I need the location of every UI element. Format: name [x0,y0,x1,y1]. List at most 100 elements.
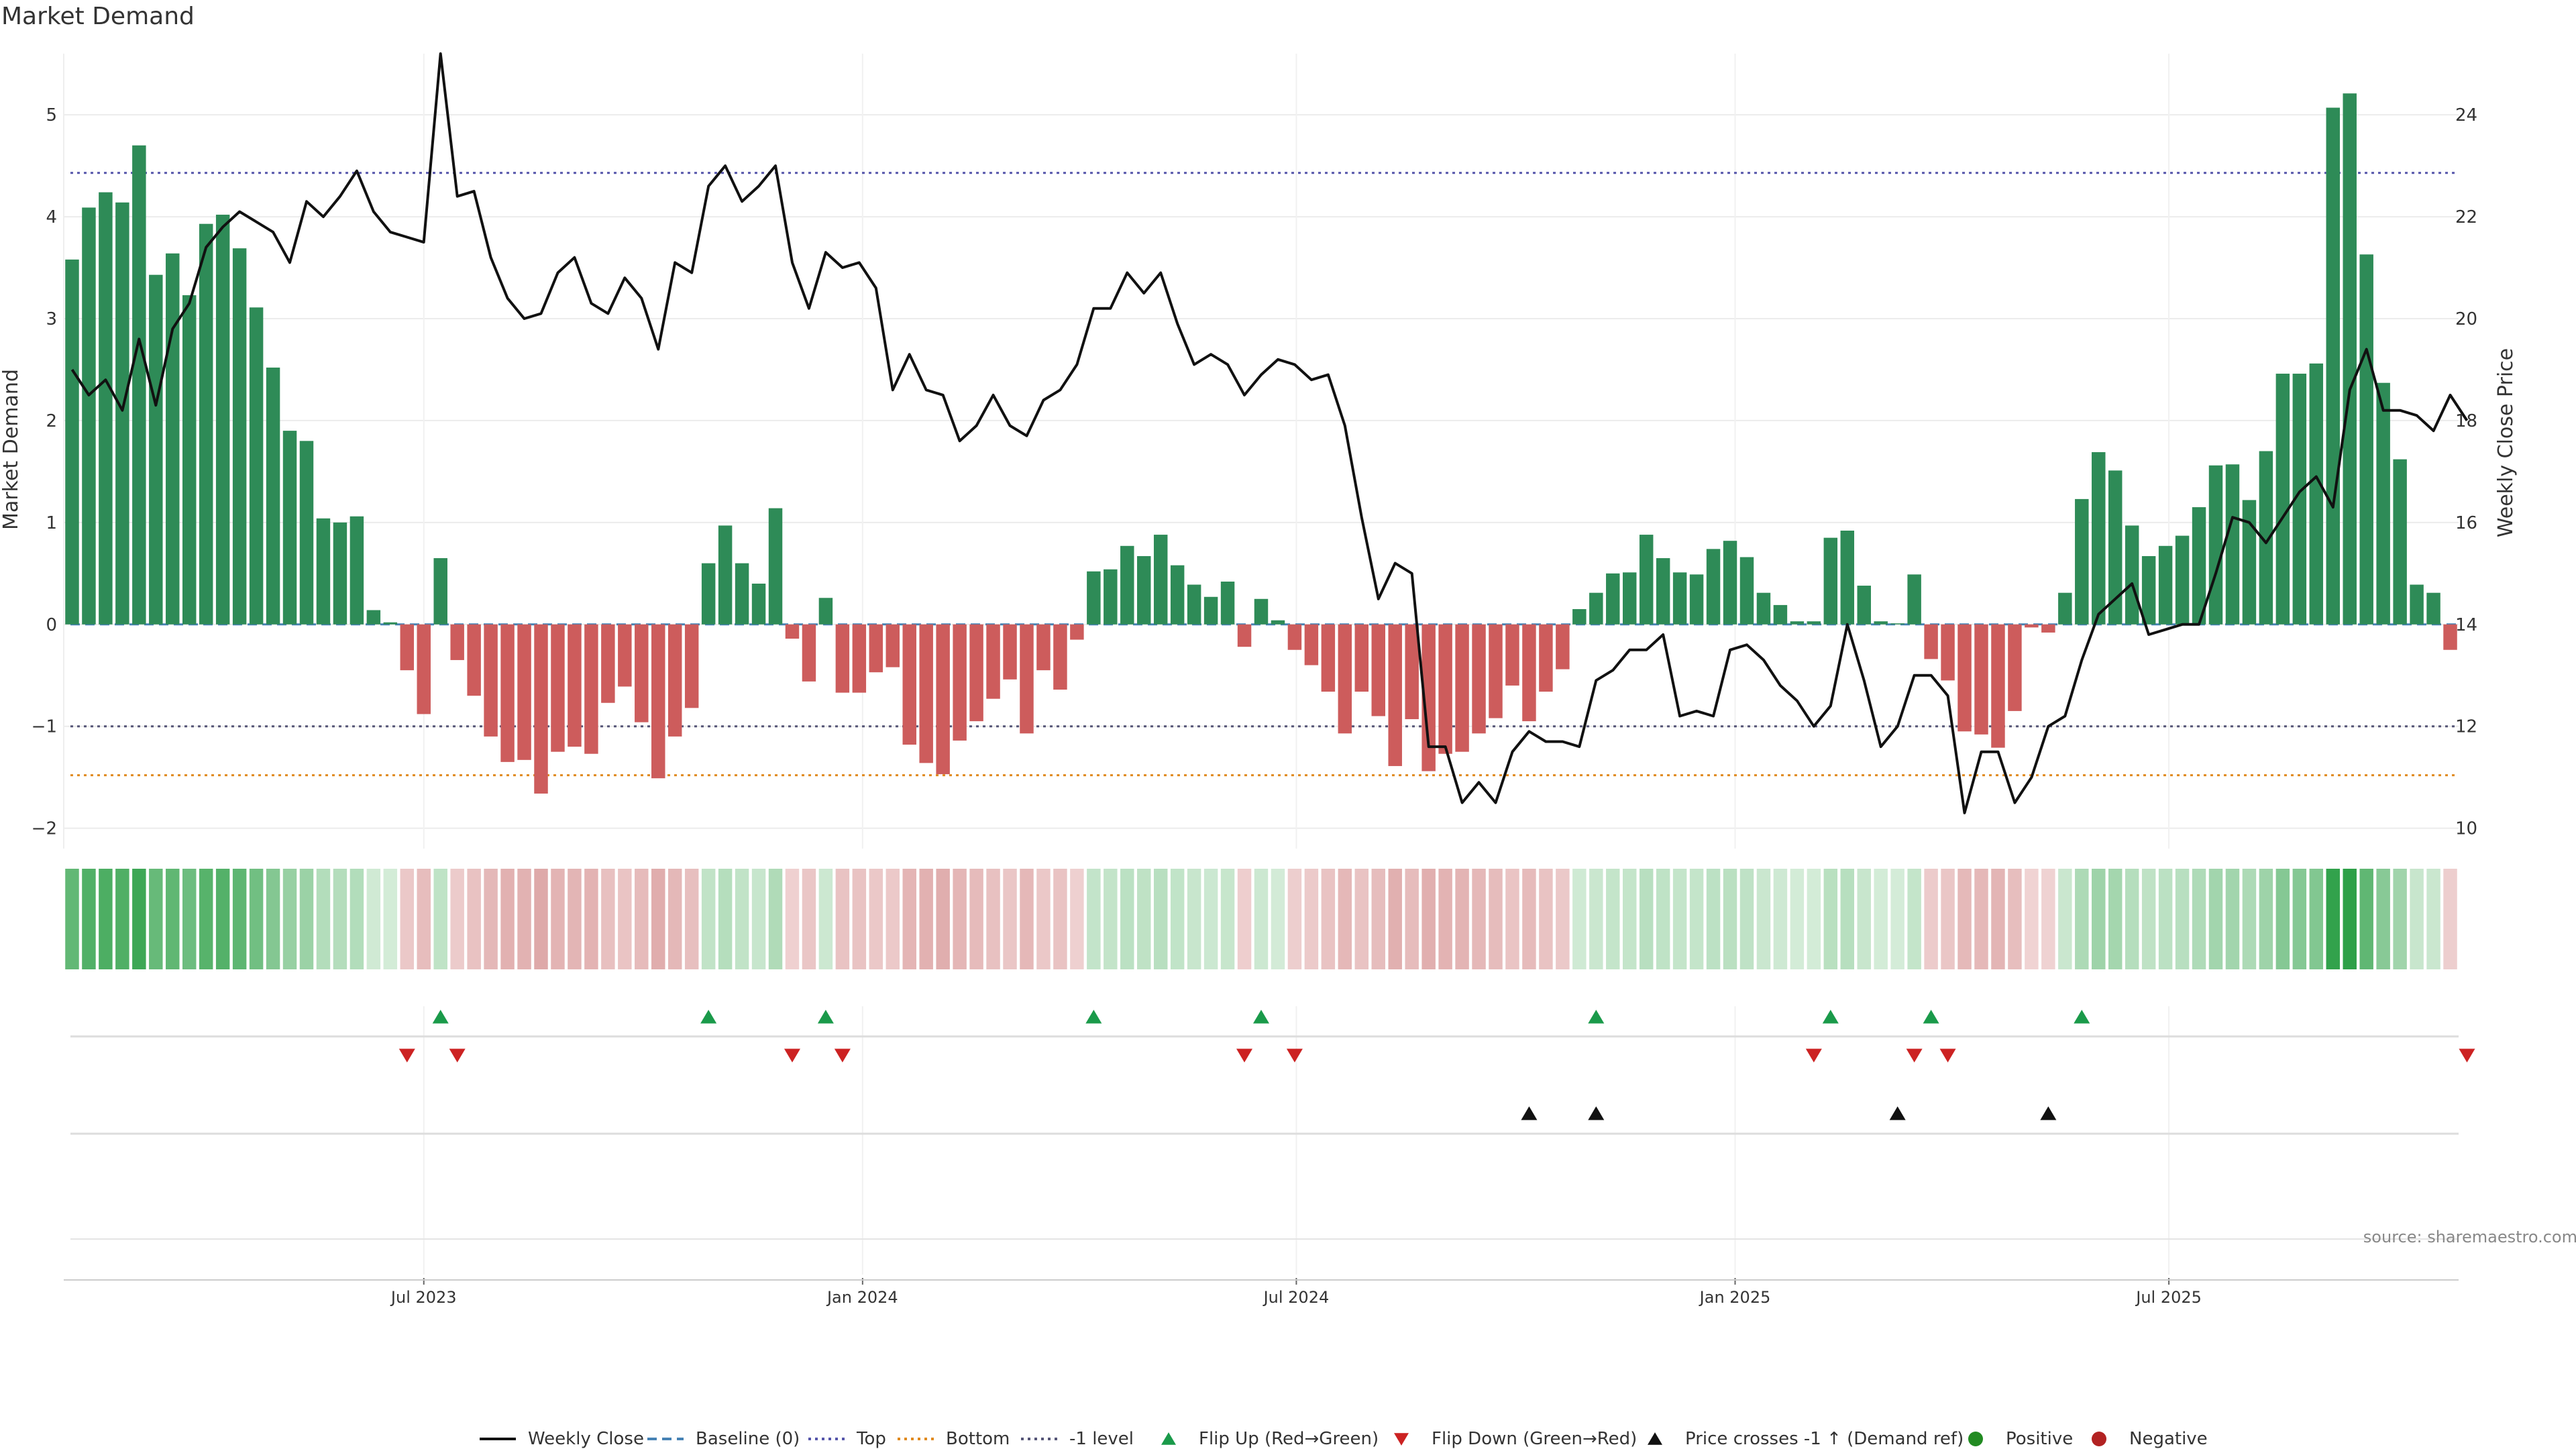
heat-strip-cell [500,869,515,969]
demand-bar [1354,624,1369,692]
demand-bar [400,624,415,671]
heat-strip-cell [433,869,447,969]
heat-strip-cell [232,869,247,969]
legend-item: Flip Up (Red→Green) [1161,1429,1379,1449]
heat-strip-cell [1304,869,1319,969]
demand-bar [1505,624,1519,686]
source-note: source: sharemaestro.com [2363,1228,2576,1246]
legend-label: Positive [2006,1429,2073,1449]
heat-strip-cell [1237,869,1252,969]
demand-bar [2125,525,2139,625]
heat-strip-cell [2410,869,2424,969]
y-tick-label: 3 [46,309,57,329]
flip-down-marker [449,1049,466,1063]
weekly-close-line [70,52,2469,814]
demand-bar [1237,624,1252,647]
demand-bar [1053,624,1067,690]
heat-strip-cell [1974,869,1988,969]
heat-strip-cell [1706,869,1721,969]
heat-strip-cell [635,869,649,969]
flip-down-marker [1906,1049,1923,1063]
demand-bar [969,624,983,722]
heat-strip-cell [1405,869,1419,969]
demand-bar [2309,363,2324,625]
demand-bar [1137,555,1151,625]
heat-strip-cell [1220,869,1235,969]
heat-strip-cell [1807,869,1821,969]
demand-bar [1907,574,1921,625]
heat-strip-cell [835,869,850,969]
heat-strip-cell [785,869,800,969]
legend-label: Baseline (0) [696,1429,800,1449]
demand-bar [2041,624,2055,633]
demand-bar [1020,624,1034,734]
demand-bar [1104,569,1118,625]
demand-bar [1388,624,1402,766]
heat-strip-cell [350,869,364,969]
heat-strip-cell [902,869,916,969]
demand-bar [1622,572,1637,625]
y-tick-label: 2 [46,411,57,431]
flip-up-marker [700,1010,717,1024]
demand-bar [953,624,967,741]
y-tick-label: −1 [32,717,57,737]
demand-bar [249,307,264,625]
heat-strip-cell [953,869,967,969]
y2-tick-label: 20 [2455,309,2477,329]
demand-bar [417,624,431,714]
legend-item: Negative [2092,1429,2208,1449]
heat-strip-cell [2376,869,2390,969]
heat-strip-cell [333,869,347,969]
heat-strip-cell [1773,869,1788,969]
demand-bar [1589,592,1603,625]
demand-bar [1120,545,1134,625]
flip-down-marker [1236,1049,1253,1063]
demand-bar [1790,621,1805,625]
demand-bar [1957,624,1972,732]
demand-bar [500,624,515,762]
demand-bar [802,624,816,682]
flip-down-marker [784,1049,800,1063]
heat-strip-cell [316,869,331,969]
heat-strip-cell [366,869,381,969]
price-line-group [70,52,2469,814]
heat-strip-cell [1790,869,1805,969]
heat-strip-cell [115,869,129,969]
x-tick-label: Jul 2023 [390,1288,457,1307]
legend: Weekly Close Baseline (0) Top Bottom -1 leve… [480,1429,2208,1449]
demand-bar [132,145,146,625]
demand-bar [818,598,833,625]
demand-bar [735,563,749,625]
heat-strip-cell [601,869,615,969]
demand-bar [2242,500,2257,625]
demand-bar [299,441,314,625]
legend-item: Positive [1968,1429,2073,1449]
heat-strip-cell [166,869,180,969]
heat-strip-cell [1287,869,1302,969]
demand-bar [350,516,364,625]
demand-bar [2075,498,2089,625]
legend-swatch-triangle-down [1394,1433,1409,1446]
heat-strip-cell [2158,869,2173,969]
legend-item: Baseline (0) [647,1429,800,1449]
heat-strip-cell [2275,869,2290,969]
heat-strip-cell [1472,869,1486,969]
heat-strip-cell [1739,869,1754,969]
x-tick-label: Jan 2024 [826,1288,898,1307]
demand-bar [919,624,933,763]
flip-down-marker [398,1049,415,1063]
heat-strip-cell [1087,869,1101,969]
demand-bar [2292,374,2307,625]
demand-bar [1639,535,1654,625]
demand-bar [149,274,163,625]
demand-bar [1756,592,1771,625]
demand-bar [1220,581,1235,625]
demand-bar [1153,535,1168,625]
legend-label: Negative [2129,1429,2208,1449]
demand-bar [1522,624,1536,722]
heat-strip-cell [1756,869,1771,969]
demand-bar [618,624,632,687]
demand-bar [601,624,615,703]
y2-tick-label: 16 [2455,513,2477,533]
